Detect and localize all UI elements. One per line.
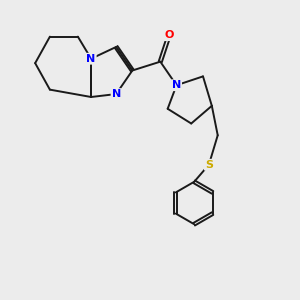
Text: N: N: [112, 89, 121, 99]
Text: S: S: [205, 160, 213, 170]
Text: N: N: [86, 54, 96, 64]
Text: N: N: [172, 80, 181, 90]
Text: O: O: [164, 30, 174, 40]
